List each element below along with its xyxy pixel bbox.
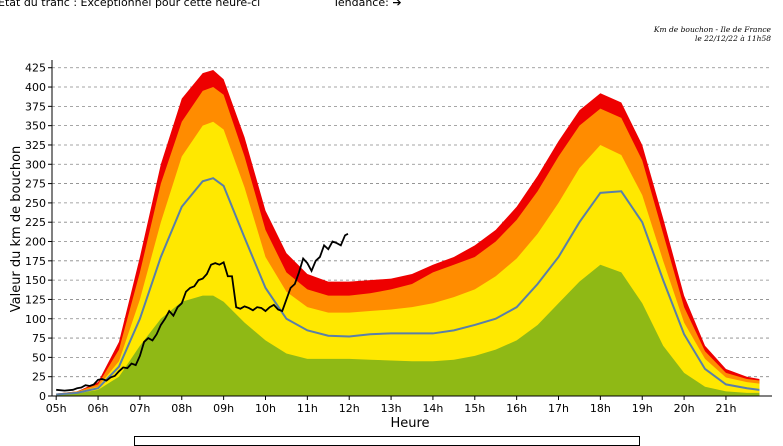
y-tick-label: 50 bbox=[32, 351, 46, 364]
y-tick-label: 350 bbox=[25, 120, 46, 133]
area-min bbox=[56, 264, 760, 396]
y-tick-label: 400 bbox=[25, 81, 46, 94]
x-tick-label: 17h bbox=[548, 402, 569, 415]
y-tick-label: 275 bbox=[25, 178, 46, 191]
x-tick-label: 20h bbox=[674, 402, 695, 415]
traffic-state-text: Etat du trafic : Exceptionnel pour cette… bbox=[0, 0, 261, 9]
y-axis-label: Valeur du km de bouchon bbox=[9, 146, 24, 313]
line-today bbox=[56, 232, 349, 392]
y-tick-label: 100 bbox=[25, 313, 46, 326]
x-axis-label: Heure bbox=[390, 416, 429, 431]
chart-note-line1: Km de bouchon - Ile de France bbox=[653, 25, 771, 34]
y-tick-label: 250 bbox=[25, 197, 46, 210]
x-tick-label: 19h bbox=[632, 402, 653, 415]
y-tick-label: 200 bbox=[25, 236, 46, 249]
y-tick-label: 25 bbox=[32, 371, 46, 384]
series-lines bbox=[56, 177, 760, 396]
x-tick-label: 18h bbox=[590, 402, 611, 415]
x-tick-label: 06h bbox=[88, 402, 109, 415]
line-mean bbox=[56, 177, 760, 396]
legend-box bbox=[134, 436, 640, 446]
x-tick-label: 21h bbox=[715, 402, 736, 415]
y-tick-label: 175 bbox=[25, 255, 46, 268]
y-tick-label: 300 bbox=[25, 158, 46, 171]
trend-label: Tendance: bbox=[333, 0, 389, 9]
y-tick-label: 0 bbox=[39, 390, 46, 403]
x-tick-label: 16h bbox=[506, 402, 527, 415]
chart-note: Km de bouchon - Ile de France le 22/12/2… bbox=[654, 25, 771, 43]
x-tick-label: 11h bbox=[297, 402, 318, 415]
x-tick-label: 05h bbox=[46, 402, 67, 415]
y-tick-label: 125 bbox=[25, 293, 46, 306]
x-tick-label: 09h bbox=[213, 402, 234, 415]
axes: 0 25 50 75 100 125 150 175 200 225 250 275 300 325 350… bbox=[25, 60, 772, 415]
y-tick-label: 375 bbox=[25, 100, 46, 113]
x-tick-label: 13h bbox=[381, 402, 402, 415]
arrow-right-icon: ➔ bbox=[392, 0, 402, 9]
chart-note-timestamp: le 22/12/22 à 11h58 bbox=[694, 34, 771, 43]
x-tick-label: 07h bbox=[129, 402, 150, 415]
x-tick-label: 08h bbox=[171, 402, 192, 415]
y-tick-label: 150 bbox=[25, 274, 46, 287]
x-tick-label: 10h bbox=[255, 402, 276, 415]
x-tick-label: 12h bbox=[339, 402, 360, 415]
y-tick-label: 425 bbox=[25, 62, 46, 75]
band-areas bbox=[56, 70, 760, 397]
y-tick-label: 225 bbox=[25, 216, 46, 229]
x-tick-label: 14h bbox=[422, 402, 443, 415]
x-tick-label: 15h bbox=[464, 402, 485, 415]
y-tick-label: 325 bbox=[25, 139, 46, 152]
trend-indicator: Tendance: ➔ bbox=[333, 0, 402, 9]
y-tick-label: 75 bbox=[32, 332, 46, 345]
